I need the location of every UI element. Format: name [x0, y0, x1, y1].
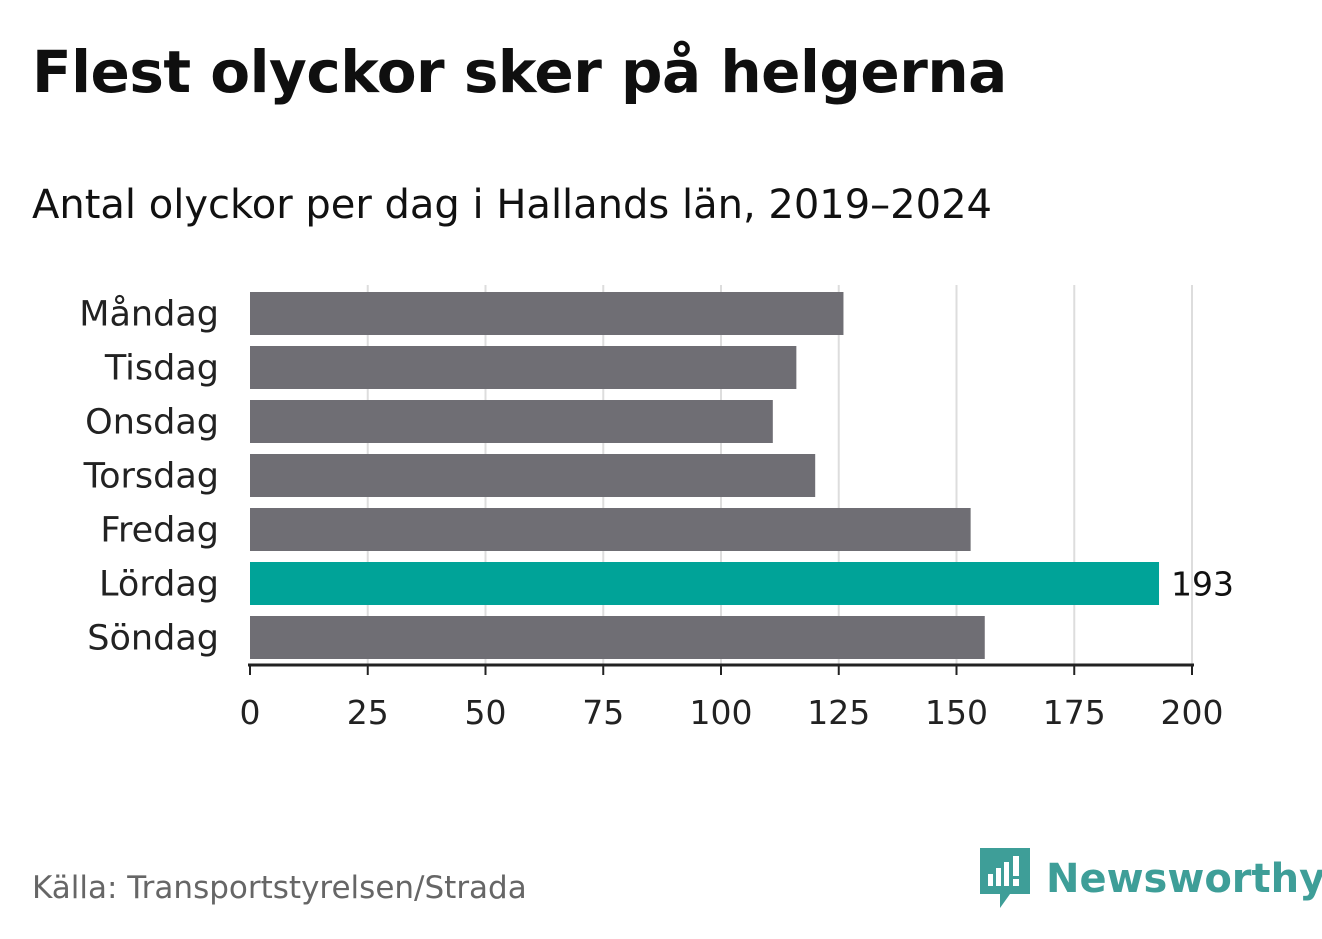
bars [250, 292, 1160, 659]
x-tick-label: 25 [347, 693, 389, 732]
x-tick-label: 100 [690, 693, 753, 732]
x-tick-label: 200 [1161, 693, 1224, 732]
chart-title: Flest olyckor sker på helgerna [32, 38, 1007, 106]
category-label: Fredag [100, 511, 219, 551]
bar-söndag [250, 616, 985, 659]
category-label: Söndag [87, 619, 219, 659]
brand-logo: Newsworthy [980, 848, 1322, 910]
x-tick-label: 150 [925, 693, 988, 732]
bar-torsdag [250, 454, 816, 497]
x-axis: 0 25 50 75 100 125 150 175 200 [240, 663, 1224, 732]
category-label: Måndag [79, 294, 219, 335]
category-labels: Måndag Tisdag Onsdag Torsdag Fredag Lördag Sön… [79, 294, 219, 659]
x-tick-label: 75 [582, 693, 624, 732]
category-label: Lördag [99, 565, 219, 605]
bar-tisdag [250, 346, 797, 389]
chart-subtitle: Antal olyckor per dag i Hallands län, 20… [32, 182, 992, 228]
x-tick-label: 50 [465, 693, 507, 732]
x-tick-label: 0 [240, 693, 261, 732]
x-tick-label: 125 [807, 693, 870, 732]
bar-lördag [250, 562, 1160, 605]
x-tick-label: 175 [1043, 693, 1106, 732]
source-note: Källa: Transportstyrelsen/Strada [32, 870, 527, 906]
category-label: Tisdag [104, 349, 219, 389]
newsworthy-logo-icon [980, 848, 1030, 908]
bar-måndag [250, 292, 844, 335]
bar-onsdag [250, 400, 773, 443]
data-label: 193 [1171, 565, 1234, 604]
category-label: Onsdag [85, 403, 219, 443]
data-labels: 193 [1171, 565, 1234, 604]
bar-fredag [250, 508, 971, 551]
brand-name: Newsworthy [1046, 856, 1322, 902]
category-label: Torsdag [83, 457, 219, 497]
